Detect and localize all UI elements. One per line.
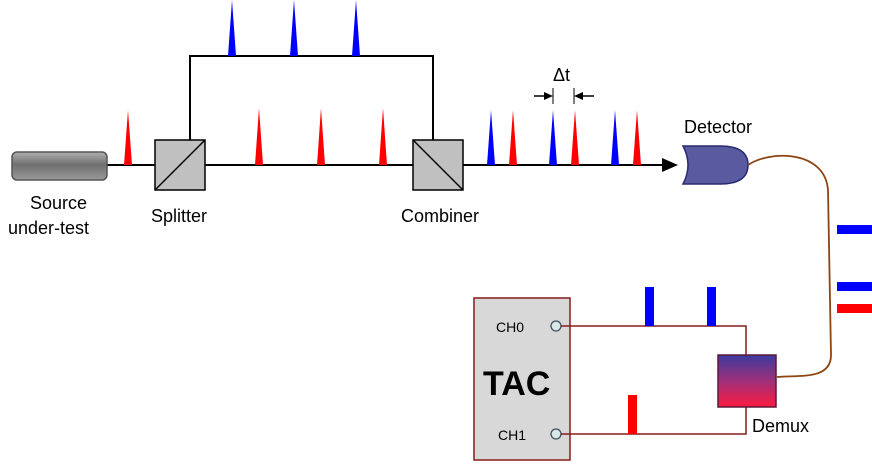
- tac-label: TAC: [483, 365, 550, 403]
- side-pulse-blue-1: [837, 225, 872, 234]
- pulse-out-red-2: [571, 110, 579, 165]
- ch0-pulse-blue-2: [707, 287, 716, 326]
- side-pulse-red: [837, 304, 872, 313]
- pulse-out-blue-3: [611, 110, 619, 165]
- pulse-lower-red-2: [317, 108, 325, 165]
- detector-label: Detector: [684, 117, 752, 137]
- pulse-out-blue-2: [549, 110, 557, 165]
- ch0-port: [550, 320, 562, 332]
- ch1-label: CH1: [498, 427, 526, 443]
- ch1-pulse-red: [628, 395, 637, 434]
- pulse-out-red-3: [633, 110, 641, 165]
- delay-marker: [534, 88, 594, 104]
- side-pulse-blue-2: [837, 282, 872, 291]
- source-icon: [11, 151, 108, 181]
- detector-icon: [681, 145, 749, 185]
- source-label-line2: under-test: [8, 218, 89, 238]
- wire-ch0: [561, 325, 747, 355]
- pulse-upper-blue-2: [290, 0, 298, 56]
- splitter-icon: [154, 139, 206, 191]
- upper-delay-path: [189, 55, 434, 165]
- combiner-label: Combiner: [401, 206, 479, 226]
- ch0-label: CH0: [496, 319, 524, 335]
- pulse-out-red-1: [509, 110, 517, 165]
- pulse-out-blue-1: [487, 110, 495, 165]
- fiber-cable: [747, 154, 832, 378]
- ch1-port: [550, 428, 562, 440]
- ch0-pulse-blue-1: [645, 287, 654, 326]
- wire-ch1: [561, 407, 747, 435]
- splitter-label: Splitter: [151, 206, 207, 226]
- demux-icon: [717, 354, 777, 408]
- demux-label: Demux: [752, 416, 809, 436]
- beam-arrow-detector: [662, 158, 678, 172]
- delay-label: Δt: [553, 65, 570, 85]
- pulse-upper-blue-1: [228, 0, 236, 56]
- pulse-lower-red-1: [255, 108, 263, 165]
- pulse-lower-red-3: [379, 108, 387, 165]
- combiner-icon: [412, 139, 464, 191]
- source-label-line1: Source: [30, 193, 87, 213]
- pulse-upper-blue-3: [352, 0, 360, 56]
- pulse-input-red: [124, 110, 132, 165]
